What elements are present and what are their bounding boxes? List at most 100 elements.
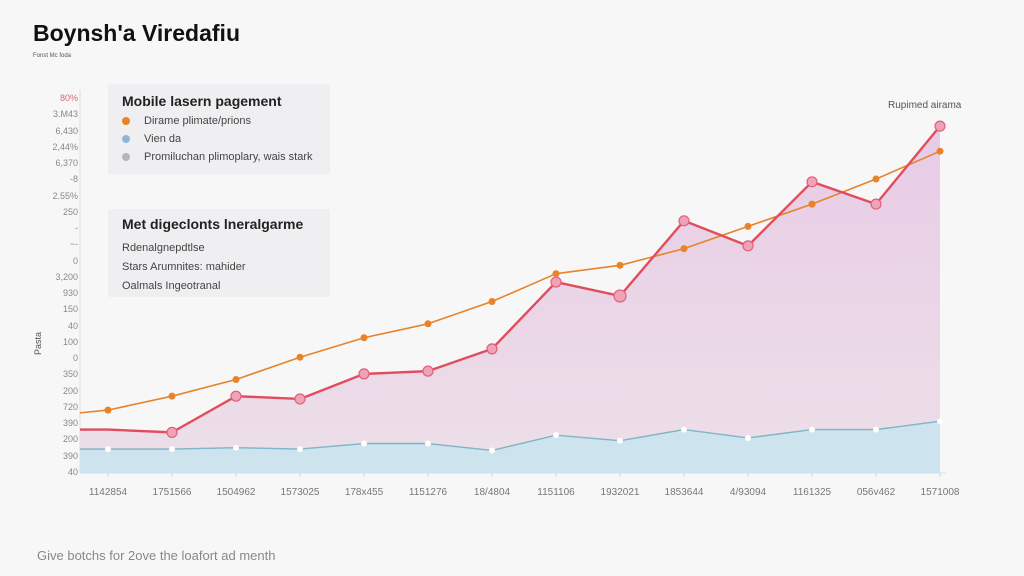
y-tick-label: 6,430 [55, 125, 78, 136]
data-point [613, 289, 627, 303]
y-tick-label: 80% [59, 93, 78, 103]
data-point [169, 446, 175, 453]
data-point [934, 120, 946, 132]
x-tick-label: 1151276 [408, 487, 448, 498]
data-point [872, 175, 880, 183]
data-point [808, 200, 816, 208]
data-point [424, 320, 432, 328]
x-tick-label: 178x455 [344, 487, 384, 498]
y-tick-label: 6,370 [55, 158, 78, 169]
data-point [680, 245, 688, 253]
x-tick-label: 1161325 [792, 487, 832, 498]
legend-panel: Mobile lasern pagement Dirame plimate/pr… [108, 84, 330, 174]
y-tick-label: 40 [67, 320, 78, 331]
area-vien-da [80, 126, 940, 474]
data-point [550, 276, 562, 288]
y-tick-label: 390 [62, 450, 78, 461]
info-panel: Met digeclonts lneralgarme Rdenalgnepdtl… [108, 209, 330, 297]
data-point [232, 375, 240, 383]
info-line: Stars Arumnites: mahider [122, 261, 246, 273]
data-point [297, 446, 303, 453]
data-point [294, 393, 306, 405]
data-point [552, 270, 560, 278]
y-tick-label: - [75, 223, 78, 234]
legend-label: Vien da [144, 133, 182, 145]
x-tick-label: 1573025 [280, 487, 320, 498]
data-point [361, 440, 367, 447]
y-tick-label: 100 [62, 336, 78, 347]
y-tick-label: -8 [69, 174, 78, 185]
data-point [617, 437, 623, 444]
data-point [678, 215, 690, 227]
x-tick-label: 1151106 [537, 487, 575, 498]
y-tick-label: 40 [67, 467, 78, 477]
data-point [296, 353, 304, 361]
y-tick-label: 0 [72, 255, 78, 266]
data-point [166, 426, 178, 438]
x-tick-label: 1853644 [664, 487, 704, 498]
data-point [937, 418, 943, 425]
data-point [360, 334, 368, 342]
data-point [742, 240, 754, 252]
x-tick-label: 1932021 [600, 487, 640, 498]
x-tick-label: 18/4804 [473, 487, 511, 498]
data-point [745, 434, 751, 441]
y-tick-label: 2.55% [52, 190, 78, 201]
area-promiluchan [80, 421, 940, 473]
data-point [489, 447, 495, 454]
data-point [616, 261, 624, 269]
data-point [486, 343, 498, 355]
data-point [809, 426, 815, 433]
y-tick-label: 200 [62, 434, 78, 445]
data-point [681, 426, 687, 433]
legend-item[interactable]: Vien da [122, 133, 316, 145]
y-tick-label: 720 [62, 401, 78, 412]
footer-note: Give botchs for 2ove the loafort ad ment… [37, 548, 276, 563]
data-point [870, 198, 882, 210]
data-point [105, 446, 111, 453]
x-tick-label: 1751566 [152, 487, 192, 498]
x-tick-label: 1571008 [920, 487, 960, 498]
data-point [553, 432, 559, 439]
y-tick-label: ~- [69, 239, 78, 250]
y-tick-label: 390 [62, 418, 78, 429]
data-point [230, 390, 242, 402]
y-tick-label: 250 [62, 206, 78, 217]
data-point [168, 392, 176, 400]
y-tick-label: 350 [62, 369, 78, 380]
y-tick-label: 930 [62, 288, 78, 299]
info-line: Rdenalgnepdtlse [122, 242, 205, 254]
chart-annotation: Rupimed airama [888, 100, 962, 111]
legend-swatch-icon [122, 153, 130, 161]
data-point [104, 406, 112, 414]
y-tick-label: 3.M43 [52, 109, 78, 120]
x-tick-label: 4/93094 [729, 487, 767, 498]
x-tick-label: 1142854 [88, 487, 128, 498]
y-tick-label: 150 [62, 304, 78, 315]
data-point [873, 426, 879, 433]
y-tick-label: 0 [72, 353, 78, 364]
legend-label: Dirame plimate/prions [144, 115, 251, 127]
legend-title: Mobile lasern pagement [122, 93, 282, 109]
legend-label: Promiluchan plimoplary, wais stark [144, 151, 313, 163]
x-tick-label: 1504962 [216, 487, 256, 498]
y-axis-label: Pasta [33, 331, 43, 355]
y-tick-label: 2,44% [52, 141, 78, 152]
data-point [425, 440, 431, 447]
legend-item[interactable]: Dirame plimate/prions [122, 115, 316, 127]
data-point [744, 222, 752, 230]
y-tick-label: 200 [62, 385, 78, 396]
chart-title: Boynsh'a Viredafiu [33, 20, 240, 46]
data-point [488, 298, 496, 306]
info-line: Oalmals Ingeotranal [122, 280, 221, 292]
y-tick-label: 3,200 [55, 271, 78, 282]
legend-item[interactable]: Promiluchan plimoplary, wais stark [122, 151, 316, 163]
data-point [233, 444, 239, 451]
data-point [806, 176, 818, 188]
legend-swatch-icon [122, 135, 130, 143]
x-tick-label: 056v462 [856, 487, 896, 498]
data-point [936, 147, 944, 155]
data-point [422, 365, 434, 377]
legend-swatch-icon [122, 117, 130, 125]
